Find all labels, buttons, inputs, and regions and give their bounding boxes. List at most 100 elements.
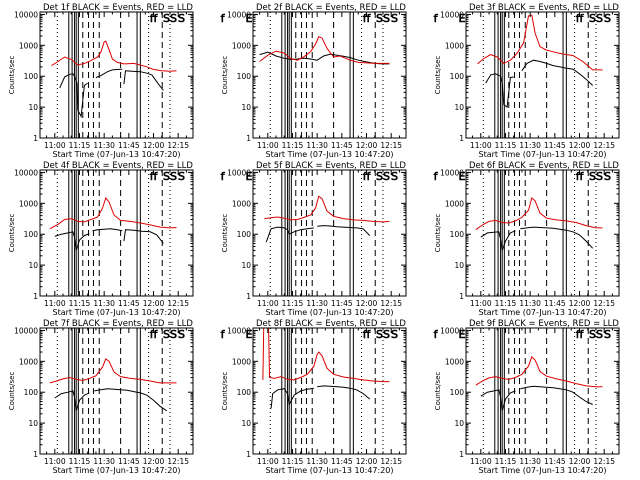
- y-tick-label: 1000: [232, 357, 251, 366]
- chart-title: Det 3f BLACK = Events, RED = LLD: [469, 3, 619, 13]
- region-label: SS: [589, 170, 603, 183]
- region-label: f: [221, 170, 226, 183]
- events-series-line: [259, 51, 390, 65]
- y-axis-label: Counts/sec: [221, 214, 229, 253]
- y-tick-label: 10000: [227, 10, 251, 19]
- x-tick-label: 11:15: [495, 457, 517, 466]
- region-label: S: [391, 170, 398, 183]
- chart-title: Det 8f BLACK = Events, RED = LLD: [256, 319, 406, 329]
- plot-frame: [39, 327, 194, 455]
- lld-series-line: [264, 195, 390, 223]
- y-tick-label: 10: [241, 103, 251, 112]
- region-label: ff: [363, 12, 371, 25]
- lld-series-line: [49, 196, 177, 230]
- x-axis-label: Start Time (07-Jun-13 10:47:20): [266, 466, 394, 475]
- x-tick-label: 11:45: [118, 299, 140, 308]
- x-tick-label: 11:30: [93, 141, 115, 150]
- x-tick-label: 12:00: [143, 457, 165, 466]
- region-label: f: [434, 328, 439, 341]
- events-series-line: [317, 385, 371, 400]
- x-tick-label: 11:30: [93, 457, 115, 466]
- x-tick-label: 11:00: [470, 299, 492, 308]
- y-axis-label: Counts/sec: [221, 56, 229, 95]
- lld-series-line: [49, 358, 177, 384]
- x-tick-label: 11:15: [282, 299, 304, 308]
- region-label: ff: [150, 170, 158, 183]
- y-tick-label: 1000: [232, 41, 251, 50]
- region-label: E: [245, 12, 252, 25]
- events-series-line: [521, 59, 594, 86]
- x-tick-label: 11:45: [331, 299, 353, 308]
- x-tick-label: 11:30: [519, 457, 541, 466]
- x-tick-label: 11:45: [544, 299, 566, 308]
- lld-series-line: [259, 36, 390, 64]
- x-tick-label: 12:00: [143, 141, 165, 150]
- y-axis-label: Counts/sec: [221, 372, 229, 411]
- chart-title: Det 5f BLACK = Events, RED = LLD: [256, 161, 406, 171]
- region-label: E: [458, 328, 465, 341]
- y-tick-label: 10000: [440, 10, 464, 19]
- plot-frame: [252, 11, 407, 139]
- region-label: f: [434, 170, 439, 183]
- y-tick-label: 1: [33, 450, 38, 459]
- x-tick-label: 11:45: [331, 141, 353, 150]
- x-tick-label: 11:00: [470, 141, 492, 150]
- x-tick-label: 11:30: [306, 457, 328, 466]
- region-label: ff: [363, 328, 371, 341]
- y-tick-label: 100: [450, 388, 465, 397]
- y-tick-label: 10: [454, 419, 464, 428]
- y-tick-label: 10: [454, 103, 464, 112]
- x-tick-label: 11:15: [69, 299, 91, 308]
- x-axis-label: Start Time (07-Jun-13 10:47:20): [479, 308, 607, 317]
- region-label: f: [221, 12, 226, 25]
- x-tick-label: 11:30: [306, 299, 328, 308]
- x-tick-label: 12:00: [569, 299, 591, 308]
- x-tick-label: 11:00: [257, 141, 279, 150]
- region-label: ff: [363, 170, 371, 183]
- y-axis-label: Counts/sec: [434, 372, 442, 411]
- chart-title: Det 7f BLACK = Events, RED = LLD: [43, 319, 193, 329]
- lld-series-line: [262, 328, 390, 383]
- x-tick-label: 12:15: [593, 141, 615, 150]
- x-tick-label: 12:15: [380, 457, 402, 466]
- events-series-line: [480, 230, 516, 251]
- lld-series-line: [475, 196, 603, 231]
- x-tick-label: 12:15: [167, 141, 189, 150]
- events-series-line: [123, 229, 164, 244]
- lld-series-line: [475, 355, 603, 388]
- y-tick-label: 10: [241, 419, 251, 428]
- region-label: S: [178, 170, 185, 183]
- y-axis-label: Counts/sec: [434, 214, 442, 253]
- x-tick-label: 11:30: [93, 299, 115, 308]
- x-tick-label: 11:45: [118, 141, 140, 150]
- y-tick-label: 1000: [19, 199, 38, 208]
- region-label: f: [434, 12, 439, 25]
- lld-series-line: [51, 40, 177, 72]
- y-tick-label: 10000: [440, 168, 464, 177]
- region-label: ff: [576, 170, 584, 183]
- region-label: SS: [376, 12, 390, 25]
- x-tick-label: 11:45: [544, 141, 566, 150]
- region-label: S: [604, 170, 611, 183]
- region-label: E: [458, 170, 465, 183]
- x-tick-label: 11:30: [306, 141, 328, 150]
- region-label: SS: [163, 12, 177, 25]
- x-tick-label: 12:15: [380, 299, 402, 308]
- region-label: S: [178, 12, 185, 25]
- region-label: E: [245, 328, 252, 341]
- chart-title: Det 4f BLACK = Events, RED = LLD: [43, 161, 193, 171]
- events-series-line: [92, 228, 123, 232]
- x-tick-label: 11:15: [495, 141, 517, 150]
- chart-title: Det 2f BLACK = Events, RED = LLD: [256, 3, 406, 13]
- events-series-line: [485, 73, 514, 109]
- chart-panel: Det 6f BLACK = Events, RED = LLDffSSSfE1…: [434, 161, 620, 317]
- events-series-line: [94, 388, 167, 412]
- y-tick-label: 10000: [14, 168, 38, 177]
- plot-frame: [39, 11, 194, 139]
- plot-frame: [252, 169, 407, 297]
- y-tick-label: 1000: [445, 41, 464, 50]
